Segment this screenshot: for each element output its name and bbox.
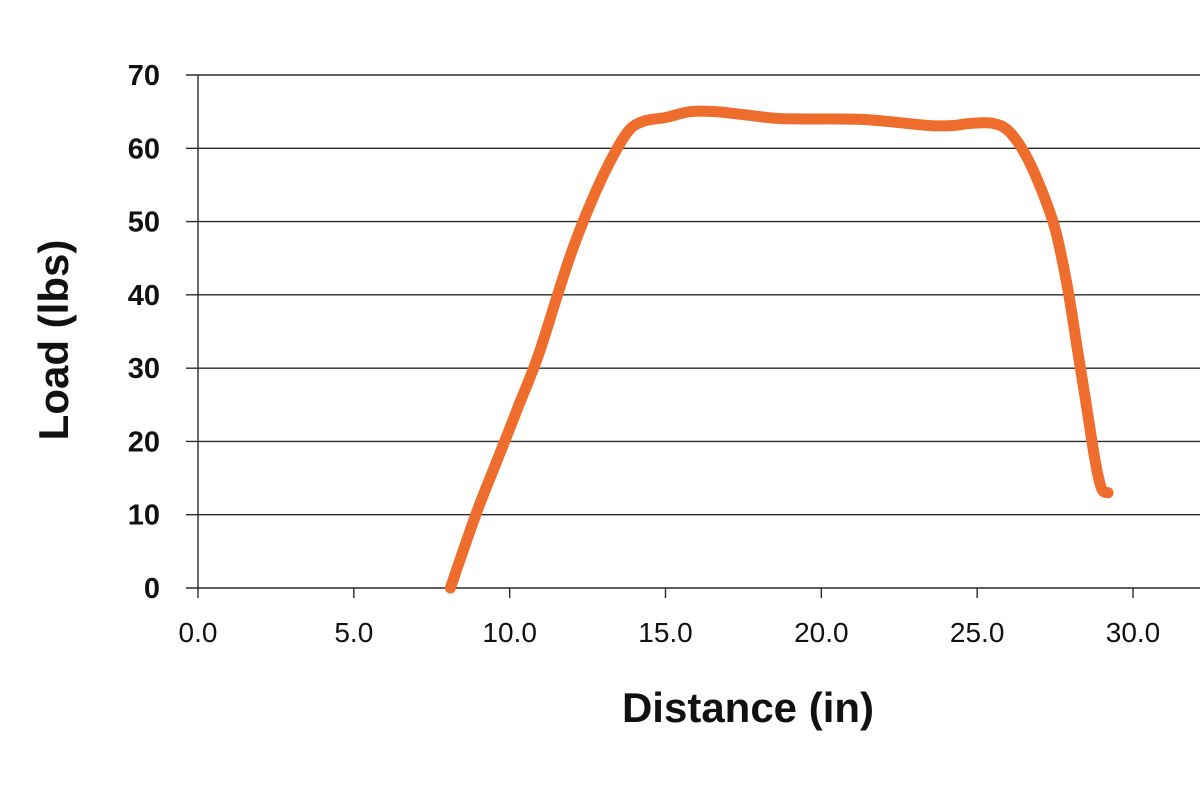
data-point xyxy=(642,119,646,123)
x-tick-label: 5.0 xyxy=(334,617,373,648)
y-tick-label: 0 xyxy=(144,573,160,605)
data-point xyxy=(626,129,630,133)
series-layer xyxy=(444,105,1114,594)
data-point xyxy=(1084,403,1088,407)
y-tick-label: 20 xyxy=(128,426,160,458)
y-tick-label: 30 xyxy=(128,353,160,385)
data-point xyxy=(607,161,611,165)
data-point xyxy=(928,124,932,128)
data-point xyxy=(461,549,465,553)
data-point xyxy=(688,110,692,114)
data-point xyxy=(448,586,452,590)
data-point xyxy=(804,117,808,121)
x-axis-title: Distance (in) xyxy=(622,684,874,731)
data-point xyxy=(517,403,521,407)
x-tick-label: 15.0 xyxy=(638,617,693,648)
series-line xyxy=(444,105,1114,594)
y-axis-title: Load (lbs) xyxy=(30,240,77,441)
data-point xyxy=(1100,487,1104,491)
data-point xyxy=(1038,183,1042,187)
data-point xyxy=(1022,150,1026,154)
y-tick-label: 60 xyxy=(128,133,160,165)
y-tick-label: 70 xyxy=(128,60,160,92)
y-tick-label: 10 xyxy=(128,500,160,532)
data-point xyxy=(1106,491,1110,495)
data-point xyxy=(773,116,777,120)
data-point xyxy=(713,110,717,114)
x-tick-label: 0.0 xyxy=(179,617,218,648)
data-point xyxy=(1053,227,1057,231)
data-point xyxy=(554,297,558,301)
x-tick-label: 25.0 xyxy=(950,617,1005,648)
x-tick-label: 20.0 xyxy=(794,617,849,648)
data-point xyxy=(536,355,540,359)
x-tick-label: 10.0 xyxy=(482,617,537,648)
x-axis-tick-labels: 0.0 5.0 10.0 15.0 20.0 25.0 30.0 xyxy=(179,617,1161,648)
data-point xyxy=(866,118,870,122)
data-point xyxy=(897,121,901,125)
data-point xyxy=(1066,286,1070,290)
y-tick-label: 40 xyxy=(128,280,160,312)
data-point xyxy=(1006,129,1010,133)
data-point xyxy=(477,505,481,509)
data-point xyxy=(664,116,668,120)
data-point xyxy=(741,113,745,117)
data-point xyxy=(950,124,954,128)
y-tick-label: 50 xyxy=(128,207,160,239)
data-point xyxy=(835,117,839,121)
y-axis-tick-labels: 0 10 20 30 40 50 60 70 xyxy=(128,60,160,605)
data-point xyxy=(498,450,502,454)
data-point xyxy=(1094,461,1098,465)
data-point xyxy=(969,121,973,125)
x-tick-label: 30.0 xyxy=(1106,617,1161,648)
grid-lines xyxy=(186,74,1200,598)
data-point xyxy=(589,201,593,205)
data-point xyxy=(991,121,995,125)
data-point xyxy=(1075,344,1079,348)
data-point xyxy=(570,249,574,253)
